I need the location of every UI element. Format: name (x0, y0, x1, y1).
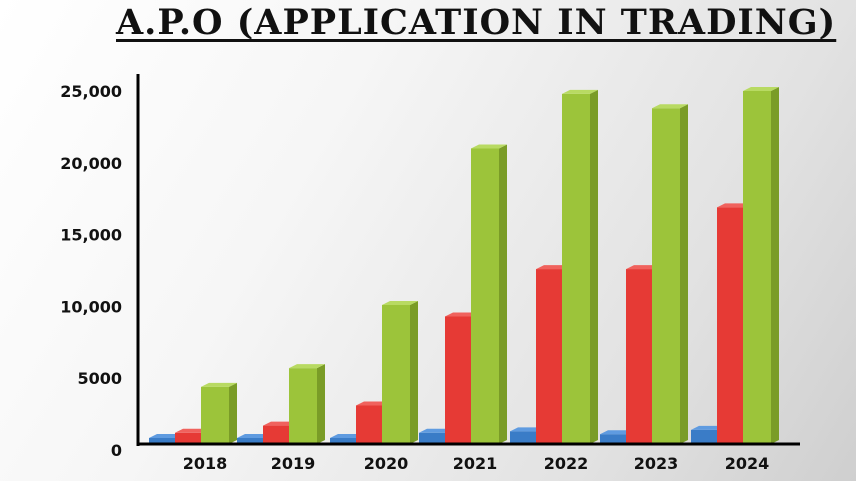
bar-side (771, 87, 779, 444)
x-tick-label: 2019 (271, 454, 316, 473)
bar-2018-series-3 (201, 382, 237, 444)
bars-group (149, 87, 779, 445)
bar-front (237, 438, 265, 444)
bar-front (691, 429, 719, 444)
bar-front (289, 368, 317, 444)
x-tick-label: 2024 (725, 454, 770, 473)
bar-front (626, 269, 654, 444)
bar-front (536, 269, 564, 444)
bar-side (229, 382, 237, 444)
bar-2024-series-3 (743, 87, 779, 444)
bar-2019-series-3 (289, 364, 325, 444)
bar-2022-series-3 (562, 89, 598, 444)
bar-front (600, 434, 628, 444)
bar-front (149, 438, 177, 444)
y-tick-label: 15,000 (60, 226, 122, 245)
bar-front (330, 438, 358, 444)
bar-top (289, 364, 325, 369)
bar-top (201, 382, 237, 387)
y-axis-labels: 0 5000 10,000 15,000 20,000 25,000 (60, 82, 122, 460)
x-tick-label: 2020 (364, 454, 409, 473)
y-tick-label: 10,000 (60, 297, 122, 316)
x-axis-labels: 2018 2019 2020 2021 2022 2023 2024 (183, 454, 770, 473)
bar-side (410, 300, 418, 444)
bar-top (652, 104, 688, 109)
x-tick-label: 2021 (453, 454, 498, 473)
y-tick-label: 25,000 (60, 82, 122, 101)
bar-2023-series-3 (652, 104, 688, 445)
axes-group (136, 74, 800, 446)
bar-front (717, 207, 745, 444)
y-tick-label: 5000 (77, 369, 122, 388)
x-tick-label: 2023 (634, 454, 679, 473)
bar-side (499, 144, 507, 444)
x-tick-label: 2022 (544, 454, 589, 473)
bar-side (680, 104, 688, 445)
bar-2021-series-3 (471, 144, 507, 444)
bar-front (419, 432, 447, 444)
bar-front (510, 431, 538, 444)
bar-front (175, 432, 203, 444)
bar-side (590, 89, 598, 444)
bar-front (562, 93, 590, 444)
bar-front (652, 108, 680, 445)
bar-front (382, 304, 410, 444)
bar-top (382, 300, 418, 305)
bar-front (356, 405, 384, 444)
y-tick-label: 20,000 (60, 154, 122, 173)
bar-front (445, 316, 473, 444)
bar-front (201, 386, 229, 444)
bar-top (743, 87, 779, 91)
bar-side (317, 364, 325, 444)
bar-top (471, 144, 507, 149)
bar-front (743, 91, 771, 444)
bar-2020-series-3 (382, 300, 418, 444)
bar-front (471, 148, 499, 444)
y-tick-label: 0 (111, 441, 122, 460)
x-tick-label: 2018 (183, 454, 228, 473)
chart-title: A.P.O (APPLICATION IN TRADING) (116, 2, 837, 43)
bar-front (263, 425, 291, 444)
bar-top (562, 89, 598, 94)
